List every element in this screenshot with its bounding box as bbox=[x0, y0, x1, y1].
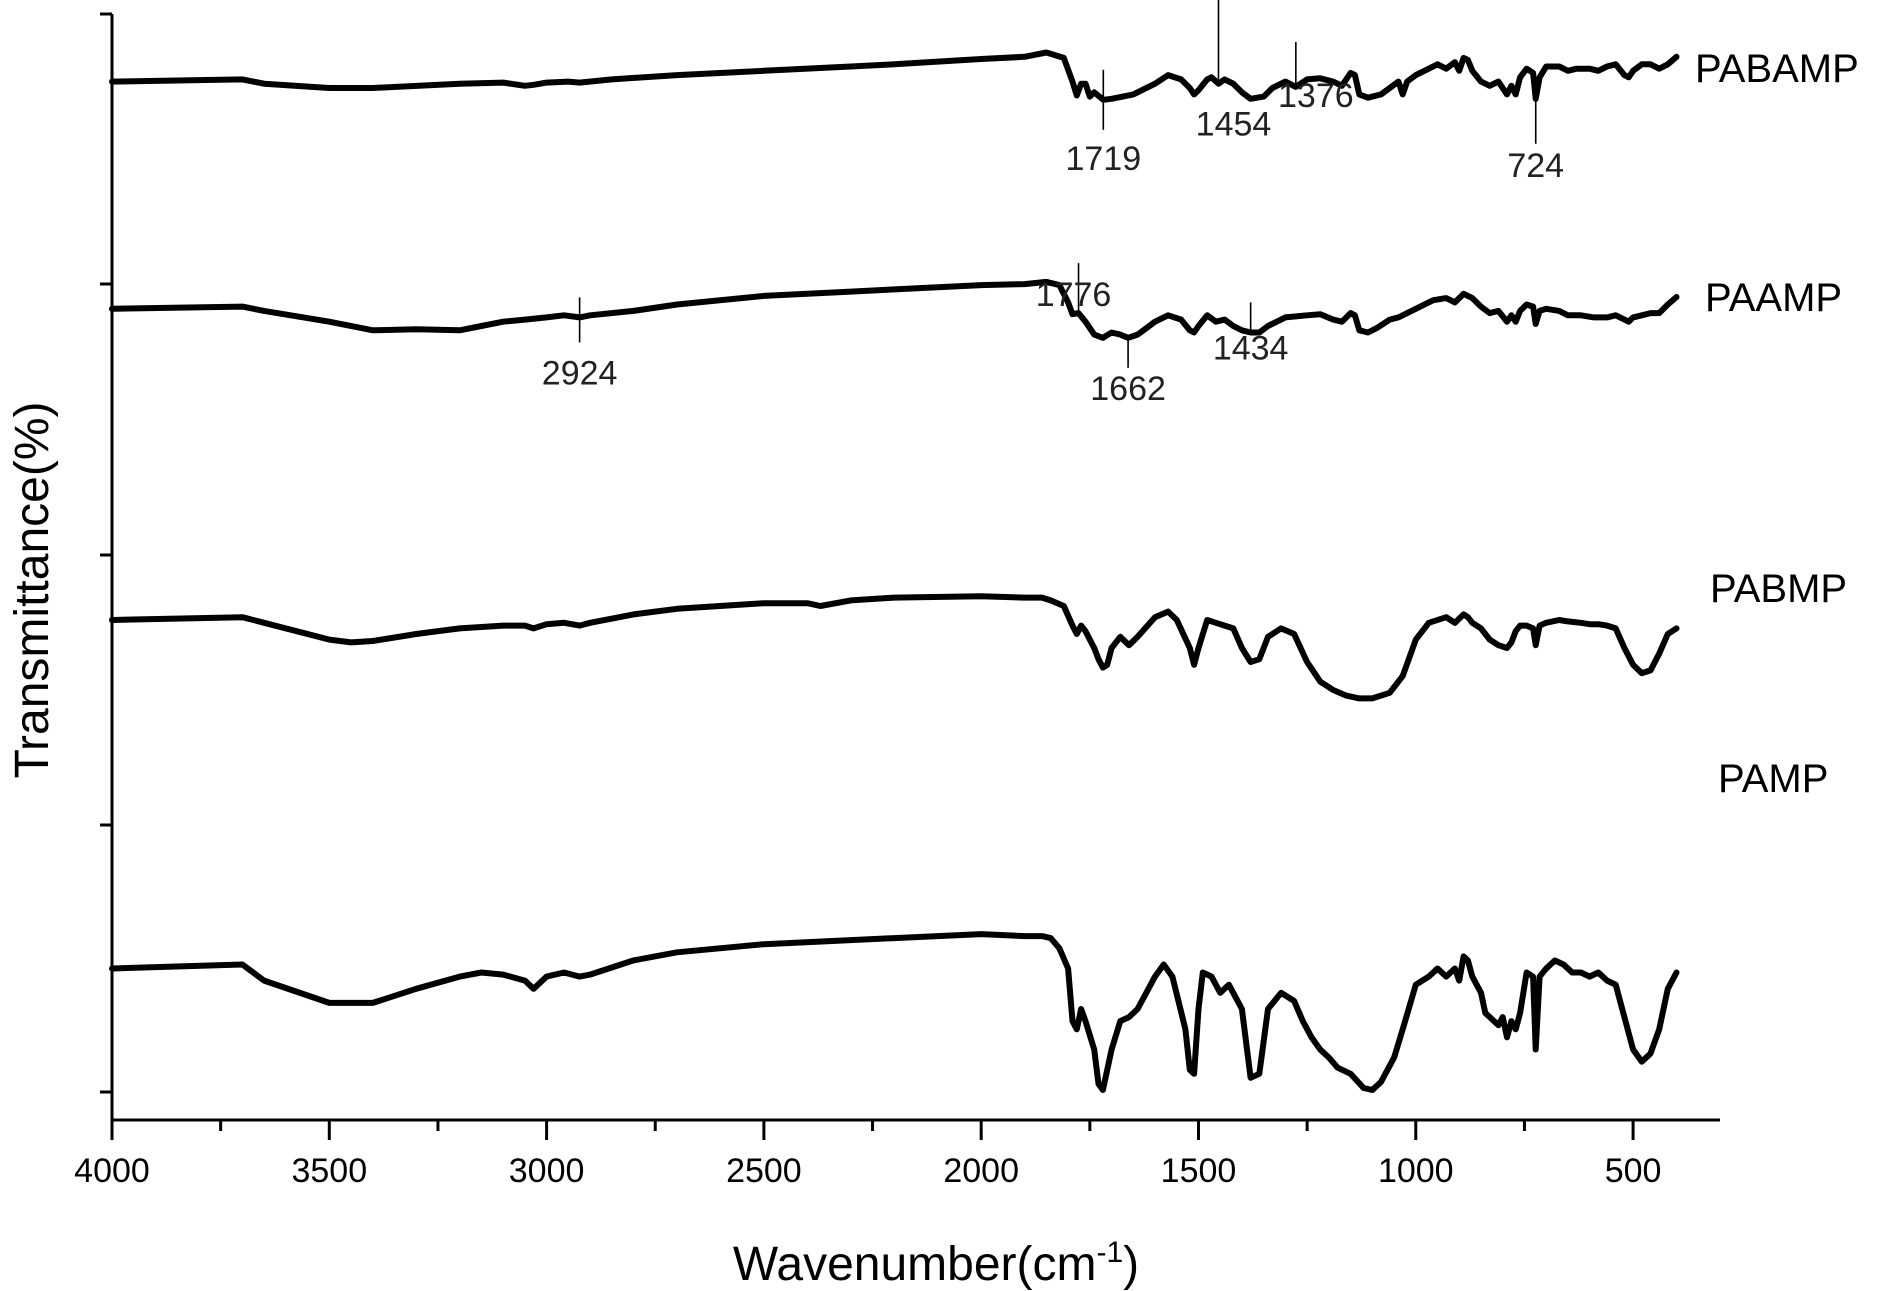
peak-label: 1454 bbox=[1196, 106, 1272, 144]
peak-label: 1719 bbox=[1065, 140, 1141, 178]
peak-label: 1376 bbox=[1278, 77, 1354, 115]
series-layer bbox=[109, 49, 1680, 1093]
x-tick-label: 1500 bbox=[1161, 1152, 1237, 1190]
x-tick-label: 3000 bbox=[509, 1152, 585, 1190]
y-axis-title: Transmittance(%) bbox=[6, 402, 59, 779]
x-tick-label: 2000 bbox=[943, 1152, 1019, 1190]
x-tick-label: 1000 bbox=[1378, 1152, 1454, 1190]
series-line-pabamp bbox=[109, 49, 1680, 103]
series-label-pamp: PAMP bbox=[1718, 757, 1828, 801]
axes: 4000 3500 3000 2500 2000 1500 1000 500 bbox=[74, 12, 1720, 1190]
x-axis-title: Wavenumber(cm-1) bbox=[733, 1236, 1139, 1291]
peak-label: 2924 bbox=[542, 354, 618, 392]
series-line-pabmp bbox=[109, 593, 1680, 702]
series-label-layer: PABAMP PAAMP PABMP PAMP bbox=[1695, 47, 1859, 801]
series-line-paamp bbox=[109, 278, 1680, 341]
x-tick-label: 2500 bbox=[726, 1152, 802, 1190]
x-tick-label: 500 bbox=[1605, 1152, 1662, 1190]
x-tick-label: 4000 bbox=[74, 1152, 150, 1190]
axis-frame bbox=[110, 14, 1720, 1122]
x-tick-label: 3500 bbox=[291, 1152, 367, 1190]
peak-label: 724 bbox=[1507, 147, 1564, 185]
peak-label: 1662 bbox=[1090, 370, 1166, 408]
series-label-pabamp: PABAMP bbox=[1695, 47, 1859, 91]
series-line-pamp bbox=[109, 931, 1680, 1093]
series-label-pabmp: PABMP bbox=[1710, 567, 1847, 611]
peak-label: 1776 bbox=[1036, 276, 1112, 314]
series-label-paamp: PAAMP bbox=[1705, 276, 1842, 320]
peak-label: 1434 bbox=[1213, 329, 1289, 367]
